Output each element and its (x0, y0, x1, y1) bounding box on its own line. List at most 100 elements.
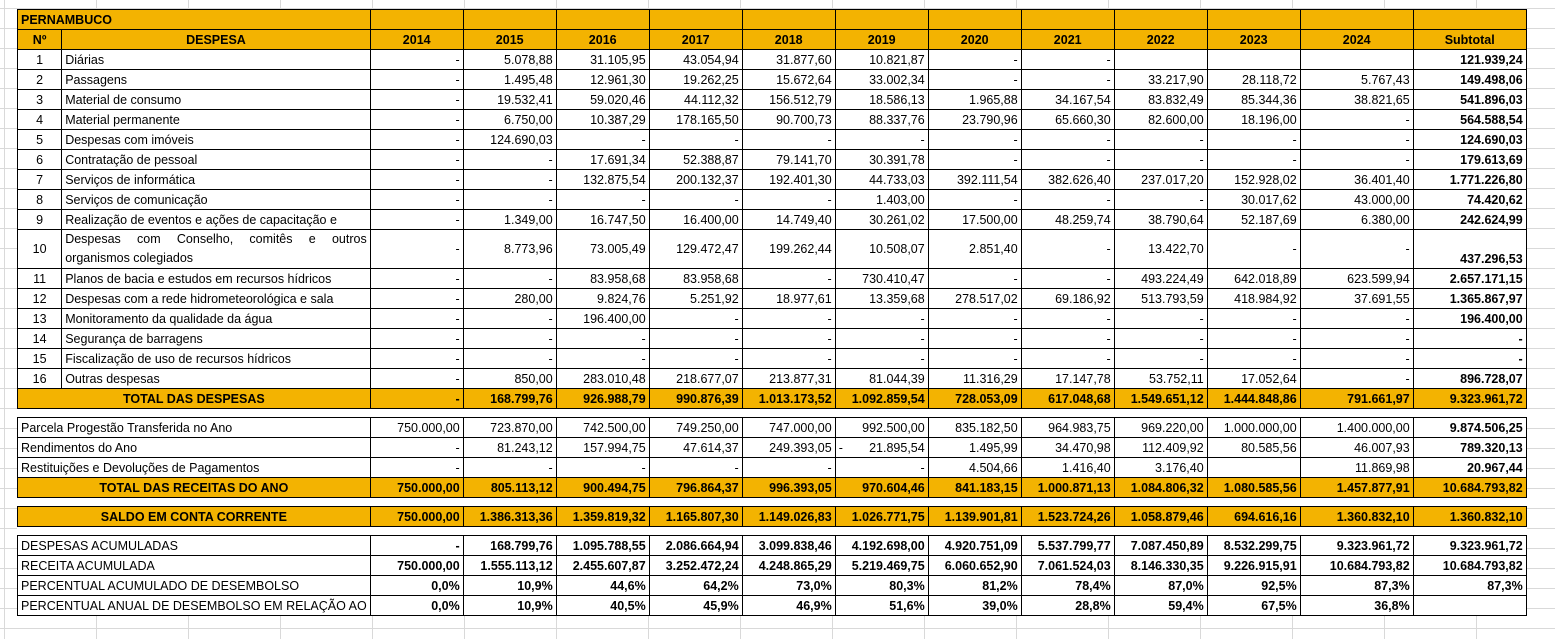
value-cell[interactable]: 1.495,99 (927, 437, 1022, 458)
value-cell[interactable]: - (1020, 189, 1115, 210)
summary-value[interactable]: 5.537.799,77 (1020, 535, 1115, 556)
summary-value[interactable]: 9.323.961,72 (1299, 535, 1414, 556)
value-cell[interactable]: - (1206, 229, 1301, 269)
value-cell[interactable]: - (1206, 328, 1301, 349)
value-cell[interactable]: - (741, 328, 836, 349)
value-cell[interactable]: 835.182,50 (927, 417, 1022, 438)
summary-value[interactable]: 10,9% (462, 575, 557, 596)
total-value[interactable]: 990.876,39 (648, 388, 743, 409)
summary-value[interactable]: 0,0% (369, 595, 464, 616)
value-cell[interactable]: - (927, 328, 1022, 349)
revenue-name[interactable]: Restituições e Devoluções de Pagamentos (17, 457, 371, 478)
total-value[interactable]: 796.864,37 (648, 477, 743, 498)
value-cell[interactable]: 1.416,40 (1020, 457, 1115, 478)
total-value[interactable]: 750.000,00 (369, 477, 464, 498)
title-fill-cell[interactable] (927, 9, 1022, 30)
column-header[interactable]: 2014 (369, 29, 464, 50)
value-cell[interactable]: - (555, 457, 650, 478)
subtotal-cell[interactable]: 2.657.171,15 (1412, 268, 1527, 289)
balance-value[interactable]: 1.165.807,30 (648, 506, 743, 527)
title-fill-cell[interactable] (1113, 9, 1208, 30)
balance-label[interactable]: SALDO EM CONTA CORRENTE (17, 506, 371, 527)
value-cell[interactable]: 37.691,55 (1299, 288, 1414, 309)
summary-value[interactable]: 750.000,00 (369, 555, 464, 576)
summary-value[interactable]: 92,5% (1206, 575, 1301, 596)
value-cell[interactable]: 278.517,02 (927, 288, 1022, 309)
row-number[interactable]: 6 (16, 149, 63, 170)
title-fill-cell[interactable] (1412, 9, 1527, 30)
summary-value[interactable]: 7.061.524,03 (1020, 555, 1115, 576)
value-cell[interactable]: 43.000,00 (1299, 189, 1414, 210)
value-cell[interactable]: 1.400.000,00 (1299, 417, 1414, 438)
value-cell[interactable]: - (834, 308, 929, 329)
value-cell[interactable]: 82.600,00 (1113, 109, 1208, 130)
value-cell[interactable]: 17.147,78 (1020, 368, 1115, 389)
value-cell[interactable]: - (1113, 328, 1208, 349)
summary-value[interactable]: 59,4% (1113, 595, 1208, 616)
value-cell[interactable] (1206, 457, 1301, 478)
value-cell[interactable]: 83.958,68 (648, 268, 743, 289)
value-cell[interactable]: - (1299, 149, 1414, 170)
expense-name[interactable]: Diárias (61, 49, 371, 70)
value-cell[interactable]: 382.626,40 (1020, 169, 1115, 190)
value-cell[interactable]: - (648, 348, 743, 369)
summary-subtotal[interactable] (1412, 595, 1527, 616)
value-cell[interactable]: 200.132,37 (648, 169, 743, 190)
summary-value[interactable]: 3.099.838,46 (741, 535, 836, 556)
title-fill-cell[interactable] (834, 9, 929, 30)
summary-value[interactable]: 87,3% (1299, 575, 1414, 596)
value-cell[interactable]: 10.821,87 (834, 49, 929, 70)
value-cell[interactable]: 749.250,00 (648, 417, 743, 438)
balance-subtotal[interactable]: 1.360.832,10 (1412, 506, 1527, 527)
expense-name[interactable]: Despesas com imóveis (61, 129, 371, 150)
subtotal-cell[interactable]: 179.613,69 (1412, 149, 1527, 170)
value-cell[interactable]: - (369, 348, 464, 369)
value-cell[interactable]: 1.965,88 (927, 89, 1022, 110)
value-cell[interactable]: 33.217,90 (1113, 69, 1208, 90)
balance-value[interactable]: 1.026.771,75 (834, 506, 929, 527)
summary-value[interactable]: 10,9% (462, 595, 557, 616)
value-cell[interactable]: 1.349,00 (462, 209, 557, 230)
value-cell[interactable]: - (927, 49, 1022, 70)
summary-value[interactable]: 46,9% (741, 595, 836, 616)
value-cell[interactable]: 79.141,70 (741, 149, 836, 170)
value-cell[interactable]: 8.773,96 (462, 229, 557, 269)
value-cell[interactable]: 1.403,00 (834, 189, 929, 210)
summary-value[interactable]: 2.086.664,94 (648, 535, 743, 556)
value-cell[interactable]: - (648, 457, 743, 478)
summary-value[interactable]: 67,5% (1206, 595, 1301, 616)
value-cell[interactable]: - (834, 457, 929, 478)
value-cell[interactable]: - 21.895,54 (834, 437, 929, 458)
value-cell[interactable]: 13.422,70 (1113, 229, 1208, 269)
summary-value[interactable]: 10.684.793,82 (1299, 555, 1414, 576)
value-cell[interactable]: - (1299, 328, 1414, 349)
value-cell[interactable]: - (741, 189, 836, 210)
value-cell[interactable]: 31.877,60 (741, 49, 836, 70)
value-cell[interactable]: - (369, 209, 464, 230)
subtotal-cell[interactable]: 9.874.506,25 (1412, 417, 1527, 438)
column-header[interactable]: 2024 (1299, 29, 1414, 50)
value-cell[interactable]: 152.928,02 (1206, 169, 1301, 190)
value-cell[interactable]: - (1113, 348, 1208, 369)
value-cell[interactable]: 418.984,92 (1206, 288, 1301, 309)
subtotal-cell[interactable]: 242.624,99 (1412, 209, 1527, 230)
value-cell[interactable]: 52.388,87 (648, 149, 743, 170)
value-cell[interactable]: - (927, 149, 1022, 170)
summary-value[interactable]: 40,5% (555, 595, 650, 616)
summary-name[interactable]: RECEITA ACUMULADA (17, 555, 371, 576)
value-cell[interactable]: 18.586,13 (834, 89, 929, 110)
value-cell[interactable]: 46.007,93 (1299, 437, 1414, 458)
subtotal-cell[interactable]: 20.967,44 (1412, 457, 1527, 478)
value-cell[interactable]: - (555, 189, 650, 210)
summary-value[interactable]: 81,2% (927, 575, 1022, 596)
expense-name[interactable]: Material permanente (61, 109, 371, 130)
value-cell[interactable]: 11.869,98 (1299, 457, 1414, 478)
value-cell[interactable]: 6.750,00 (462, 109, 557, 130)
title-fill-cell[interactable] (1020, 9, 1115, 30)
balance-value[interactable]: 750.000,00 (369, 506, 464, 527)
expense-name[interactable]: Contratação de pessoal (61, 149, 371, 170)
value-cell[interactable] (1206, 49, 1301, 70)
summary-value[interactable]: 78,4% (1020, 575, 1115, 596)
expense-name[interactable]: Serviços de comunicação (61, 189, 371, 210)
value-cell[interactable]: 213.877,31 (741, 368, 836, 389)
